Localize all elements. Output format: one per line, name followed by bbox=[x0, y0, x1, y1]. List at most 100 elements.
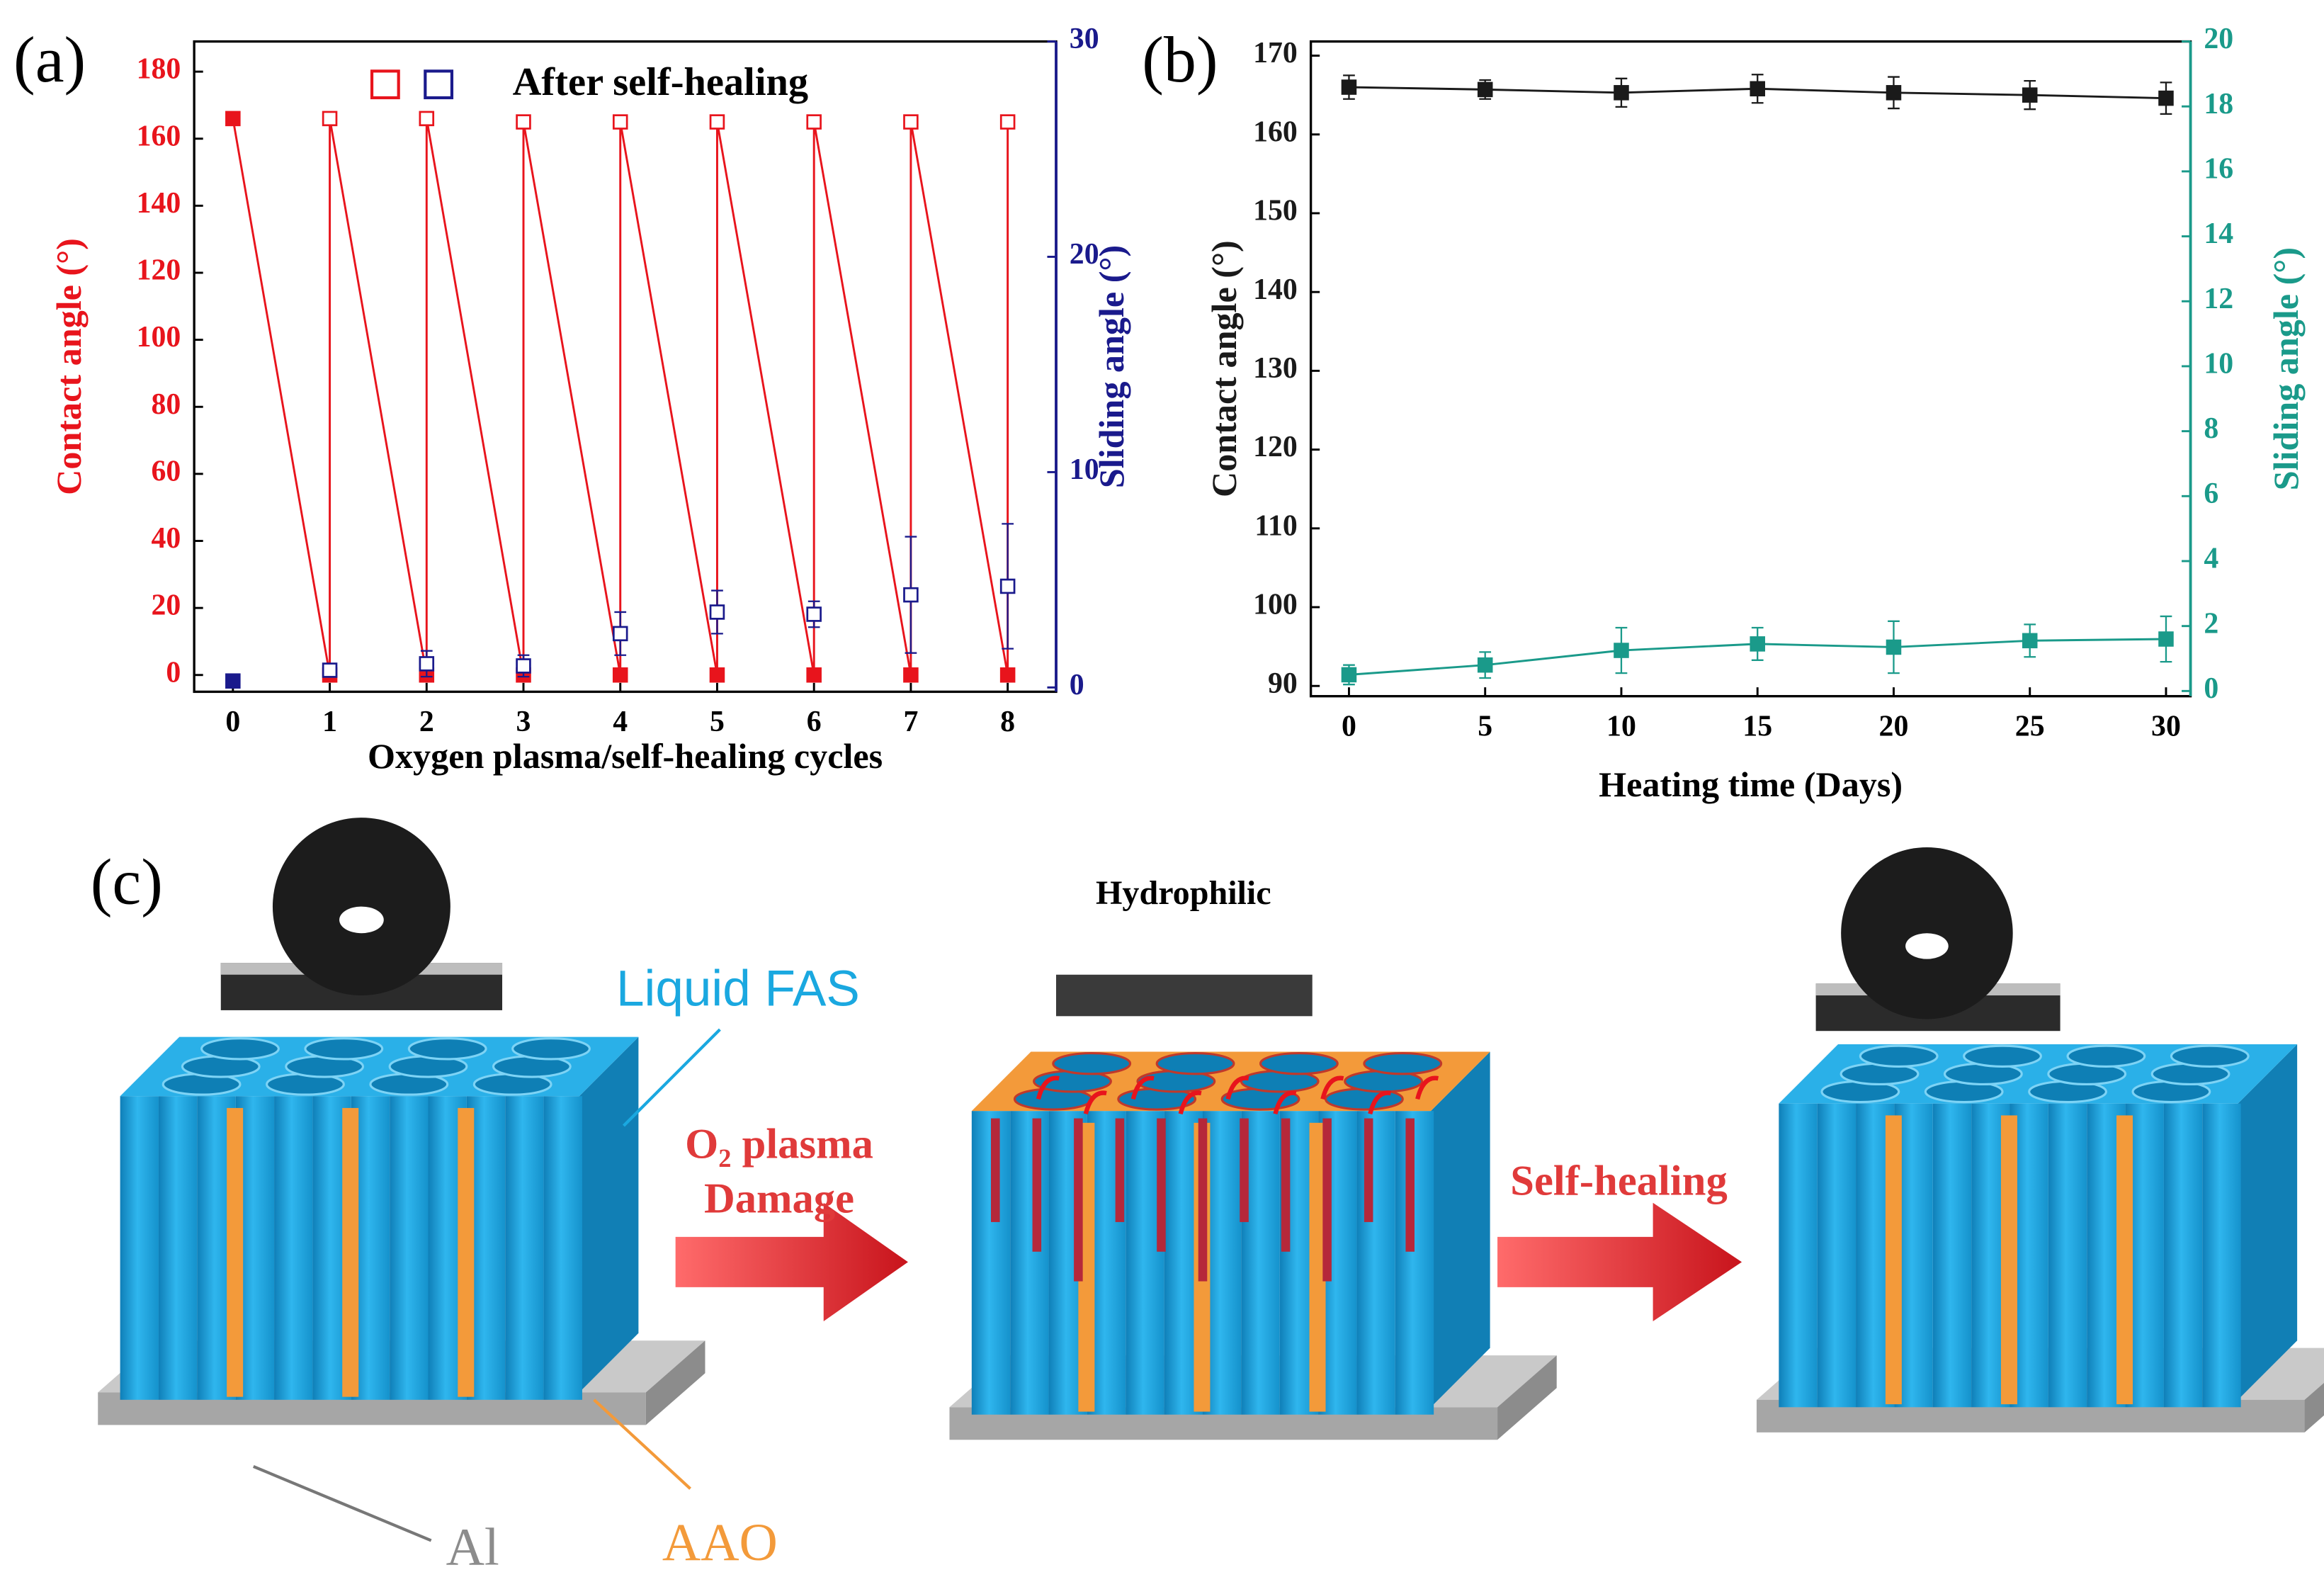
pore bbox=[304, 1037, 384, 1061]
callout-line bbox=[593, 1399, 691, 1490]
y2-axis-title: Sliding angle (°) bbox=[2266, 247, 2306, 490]
y2-axis-title: Sliding angle (°) bbox=[1092, 245, 1131, 488]
y2-tick-label: 6 bbox=[2204, 478, 2218, 510]
aao-block bbox=[98, 1036, 705, 1425]
process-label: O₂ plasma bbox=[685, 1120, 873, 1168]
x-tick-label: 0 bbox=[225, 706, 240, 738]
y-tick-label: 120 bbox=[137, 254, 181, 287]
y2-tick-label: 18 bbox=[2204, 88, 2233, 120]
x-tick-label: 7 bbox=[903, 706, 918, 738]
damage-stripe bbox=[1240, 1118, 1249, 1222]
x-tick-label: 0 bbox=[1342, 710, 1356, 742]
data-point bbox=[419, 656, 435, 672]
material-label: Al bbox=[446, 1518, 499, 1576]
pore bbox=[1363, 1052, 1443, 1075]
data-point bbox=[903, 587, 919, 603]
y2-tick-label: 30 bbox=[1070, 23, 1099, 55]
pore-column bbox=[158, 1096, 198, 1400]
charts: (a)0 1 2 3 4 5 6 7 80204060801001201401601800102… bbox=[13, 23, 2306, 804]
data-point bbox=[516, 114, 531, 130]
x-tick-label: 1 bbox=[322, 706, 337, 738]
pore-column bbox=[390, 1096, 429, 1400]
x-tick-label: 3 bbox=[516, 706, 531, 738]
plot-frame bbox=[193, 40, 1058, 694]
y-tick-label: 100 bbox=[137, 321, 181, 354]
y-axis-title: Contact angle (°) bbox=[1204, 240, 1244, 497]
pore-column bbox=[505, 1096, 544, 1400]
data-point bbox=[999, 114, 1016, 130]
data-point bbox=[709, 114, 725, 130]
aao-wall bbox=[342, 1107, 359, 1397]
material-label: AAO bbox=[662, 1513, 778, 1572]
pore-column bbox=[2163, 1103, 2203, 1408]
diagram: (c) Hydrophilic Liquid FAS O₂ plasma Damage S… bbox=[91, 818, 2324, 1576]
aao-block bbox=[949, 1051, 1557, 1440]
x-tick-label: 30 bbox=[2151, 710, 2181, 742]
process-label: Self-healing bbox=[1510, 1158, 1728, 1205]
droplet-highlight bbox=[339, 906, 384, 934]
x-tick-label: 8 bbox=[1000, 706, 1015, 738]
y-tick-label: 140 bbox=[137, 187, 181, 220]
al-base-side bbox=[2304, 1382, 2324, 1433]
y2-tick-label: 20 bbox=[1070, 238, 1099, 271]
panel-label: (b) bbox=[1142, 23, 1218, 96]
data-point bbox=[1886, 639, 1902, 655]
pore-column bbox=[1932, 1103, 1972, 1408]
y2-tick-label: 10 bbox=[2204, 348, 2233, 380]
process-arrow bbox=[1497, 1202, 1742, 1322]
hydrophilic-film bbox=[1056, 974, 1313, 1017]
data-point bbox=[1341, 79, 1357, 95]
data-point bbox=[2158, 631, 2174, 647]
damage-arrow bbox=[1415, 1075, 1439, 1100]
pore bbox=[407, 1037, 487, 1061]
data-point bbox=[419, 111, 435, 127]
pore-side bbox=[579, 1036, 639, 1393]
pore bbox=[200, 1037, 280, 1061]
data-point bbox=[1614, 85, 1629, 101]
damage-arrow bbox=[1083, 1090, 1107, 1115]
pore-column bbox=[1779, 1103, 1818, 1408]
x-tick-label: 10 bbox=[1606, 710, 1636, 742]
al-base-side bbox=[645, 1340, 705, 1425]
data-point bbox=[806, 667, 822, 683]
data-point bbox=[322, 111, 338, 127]
data-point bbox=[806, 606, 822, 622]
y2-tick-label: 0 bbox=[2204, 672, 2218, 705]
chart: (a)0 1 2 3 4 5 6 7 80204060801001201401601800102… bbox=[13, 23, 1131, 776]
x-tick-label: 15 bbox=[1742, 710, 1772, 742]
damage-arrow bbox=[1368, 1090, 1392, 1115]
damage-stripe bbox=[1198, 1118, 1208, 1282]
y-tick-label: 20 bbox=[152, 589, 181, 622]
data-point bbox=[1341, 667, 1357, 683]
pore bbox=[1052, 1052, 1132, 1075]
aao-wall bbox=[227, 1107, 244, 1397]
data-point bbox=[903, 114, 919, 130]
y2-tick-label: 0 bbox=[1070, 669, 1084, 701]
x-tick-label: 20 bbox=[1879, 710, 1909, 742]
y2-tick-label: 12 bbox=[2204, 283, 2233, 315]
damage-arrow bbox=[1178, 1090, 1202, 1115]
data-point bbox=[2022, 87, 2038, 103]
x-tick-label: 25 bbox=[2015, 710, 2045, 742]
data-point bbox=[612, 667, 628, 683]
pore bbox=[511, 1037, 591, 1061]
pore-column bbox=[2048, 1103, 2087, 1408]
data-point bbox=[322, 662, 338, 678]
process-arrow bbox=[675, 1202, 908, 1322]
data-point bbox=[1477, 657, 1493, 673]
damage-arrow bbox=[1130, 1075, 1155, 1100]
chart: (b)0 5 10 15 20 25 309010011012013014015016017… bbox=[1142, 23, 2306, 804]
y2-tick-label: 16 bbox=[2204, 152, 2233, 185]
damage-stripe bbox=[1322, 1118, 1332, 1282]
y-axis-title: Contact angle (°) bbox=[49, 238, 89, 495]
data-point bbox=[709, 667, 725, 683]
process-label: Damage bbox=[704, 1175, 854, 1223]
data-point bbox=[2158, 90, 2174, 106]
y-tick-label: 40 bbox=[152, 522, 181, 555]
y-tick-label: 110 bbox=[1254, 509, 1297, 542]
damage-stripe bbox=[1364, 1118, 1373, 1222]
damage-stripe bbox=[991, 1118, 1000, 1222]
data-point bbox=[999, 578, 1016, 594]
y-tick-label: 130 bbox=[1253, 352, 1298, 385]
